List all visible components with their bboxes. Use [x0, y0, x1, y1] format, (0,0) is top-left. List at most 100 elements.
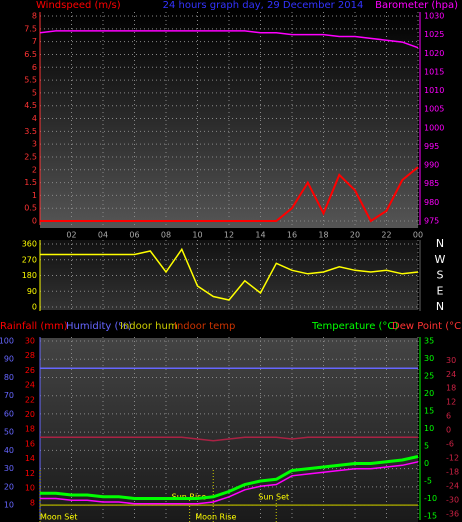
- y2-tick-label: 1025: [424, 30, 444, 39]
- y2-tick-label: 1020: [424, 49, 444, 58]
- y2-tick-label: 35: [424, 337, 434, 346]
- y3-tick-label: -36: [446, 509, 459, 518]
- y-tick-label: 24: [25, 381, 35, 390]
- y2-tick-label: -10: [424, 494, 437, 503]
- y2-tick-label: N: [436, 237, 444, 250]
- x-tick-label: 20: [350, 231, 360, 240]
- x-tick-label: 14: [255, 231, 265, 240]
- y2-tick-label: 0: [424, 459, 429, 468]
- y-tick-label: 3: [32, 140, 37, 149]
- y-tick-label: 60: [4, 409, 14, 418]
- y-tick-label: 22: [25, 395, 35, 404]
- y2-tick-label: 15: [424, 407, 434, 416]
- y2-tick-label: 10: [424, 424, 434, 433]
- y-tick-label: 100: [0, 337, 14, 346]
- y3-tick-label: -24: [446, 481, 459, 490]
- y2-tick-label: 1030: [424, 12, 444, 21]
- y-tick-label: 30: [4, 464, 14, 473]
- y2-tick-label: E: [437, 284, 444, 297]
- y2-tick-label: 20: [424, 389, 434, 398]
- y2-tick-label: 30: [424, 354, 434, 363]
- y-tick-label: 30: [25, 337, 35, 346]
- y-tick-label: 0: [32, 217, 37, 226]
- y-tick-label: 4.5: [24, 101, 37, 110]
- y2-tick-label: 995: [424, 142, 439, 151]
- y2-tick-label: 1005: [424, 105, 444, 114]
- series-line: [39, 30, 419, 49]
- x-tick-label: 10: [192, 231, 202, 240]
- x-tick-label: 18: [318, 231, 328, 240]
- series-line: [40, 436, 418, 442]
- y3-tick-label: -18: [446, 468, 459, 477]
- y2-tick-label: 980: [424, 198, 439, 207]
- y-tick-label: 0.5: [24, 204, 37, 213]
- y-tick-label: 90: [4, 355, 14, 364]
- y-tick-label: 360: [22, 240, 37, 249]
- y3-tick-label: 24: [446, 370, 456, 379]
- y2-tick-label: -5: [424, 477, 432, 486]
- x-tick-label: 22: [381, 231, 391, 240]
- y2-tick-label: S: [437, 269, 444, 282]
- y-tick-label: 20: [4, 482, 14, 491]
- y-tick-label: 7.5: [24, 24, 37, 33]
- y-tick-label: 12: [25, 469, 35, 478]
- legend: Temperature (°C): [311, 321, 398, 332]
- y-tick-label: 270: [22, 255, 37, 264]
- y-tick-label: 40: [4, 446, 14, 455]
- y-tick-label: 10: [25, 484, 35, 493]
- plot-bg: [40, 240, 418, 310]
- y-tick-label: 4: [32, 114, 37, 123]
- y-tick-label: 80: [4, 373, 14, 382]
- y-tick-label: 2: [32, 165, 37, 174]
- y-tick-label: 7: [32, 37, 37, 46]
- x-tick-label: 00: [413, 231, 423, 240]
- chart-title: 24 hours graph day, 29 December 2014: [163, 0, 364, 11]
- y3-tick-label: -12: [446, 454, 459, 463]
- y-tick-label: 26: [25, 366, 35, 375]
- annotation: Moon Rise: [195, 513, 236, 522]
- y3-tick-label: 18: [446, 384, 456, 393]
- y3-tick-label: -6: [446, 440, 454, 449]
- x-tick-label: 04: [98, 231, 108, 240]
- y-tick-label: 2.5: [24, 152, 37, 161]
- legend: Indoor hum: [120, 321, 178, 332]
- y-tick-label: 5: [32, 88, 37, 97]
- y2-tick-label: 25: [424, 372, 434, 381]
- y3-tick-label: 30: [446, 356, 456, 365]
- x-tick-label: 12: [224, 231, 234, 240]
- y2-tick-label: 1000: [424, 123, 444, 132]
- y2-tick-label: -15: [424, 512, 437, 521]
- y-tick-label: 14: [25, 454, 35, 463]
- y3-tick-label: 12: [446, 398, 456, 407]
- y-tick-label: 18: [25, 425, 35, 434]
- x-tick-label: 06: [129, 231, 139, 240]
- y2-tick-label: 985: [424, 179, 439, 188]
- legend: Humidity (%): [66, 321, 132, 332]
- y-tick-label: 6: [32, 63, 37, 72]
- annotation: Moon Set: [40, 513, 77, 522]
- y2-tick-label: 1015: [424, 67, 444, 76]
- series-line: [40, 461, 419, 505]
- y-tick-label: 50: [4, 428, 14, 437]
- y-tick-label: 0: [32, 303, 37, 312]
- y-tick-label: 3.5: [24, 127, 37, 136]
- x-tick-label: 16: [287, 231, 297, 240]
- y-tick-label: 90: [27, 287, 37, 296]
- y-tick-label: 16: [25, 439, 35, 448]
- y-tick-label: 20: [25, 410, 35, 419]
- y-tick-label: 28: [25, 351, 35, 360]
- x-tick-label: 02: [66, 231, 76, 240]
- y3-tick-label: 6: [446, 412, 451, 421]
- y2-tick-label: 1010: [424, 86, 444, 95]
- series-line: [40, 166, 419, 223]
- series-line: [40, 247, 419, 301]
- x-tick-label: 08: [161, 231, 171, 240]
- axis-label: Windspeed (m/s): [36, 0, 121, 11]
- y-tick-label: 180: [22, 271, 37, 280]
- axis-label: Barometer (hpa): [375, 0, 458, 11]
- y3-tick-label: 0: [446, 426, 451, 435]
- y-tick-label: 1.5: [24, 178, 37, 187]
- axis-label: Rainfall (mm): [0, 321, 68, 332]
- y2-tick-label: N: [436, 300, 444, 313]
